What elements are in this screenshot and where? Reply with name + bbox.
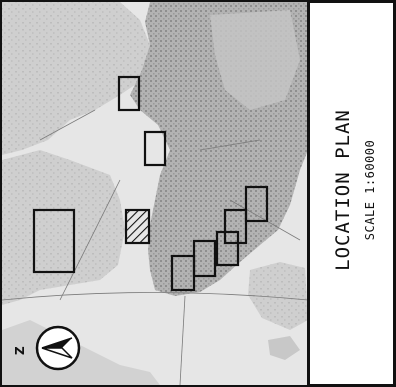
north-label: Z (13, 346, 27, 355)
site-marker (223, 208, 248, 245)
north-arrow (35, 325, 81, 371)
map-area: Z (2, 2, 308, 385)
road-lines (2, 109, 308, 385)
central-hill-land (210, 10, 300, 110)
site-marker (117, 75, 141, 112)
hatched-site-marker (124, 208, 151, 245)
site-marker (170, 254, 196, 292)
site-markers (32, 75, 269, 292)
map-scale: SCALE 1:60000 (363, 140, 377, 240)
site-marker (215, 230, 240, 267)
map-title: LOCATION PLAN (332, 109, 354, 271)
east-island (248, 262, 308, 330)
southwest-land (2, 150, 125, 305)
west-land (2, 2, 150, 155)
site-marker (244, 185, 269, 223)
site-marker (143, 130, 167, 167)
site-marker (32, 208, 76, 274)
east-island-small (268, 336, 300, 360)
title-block: LOCATION PLAN SCALE 1:60000 (332, 109, 377, 271)
